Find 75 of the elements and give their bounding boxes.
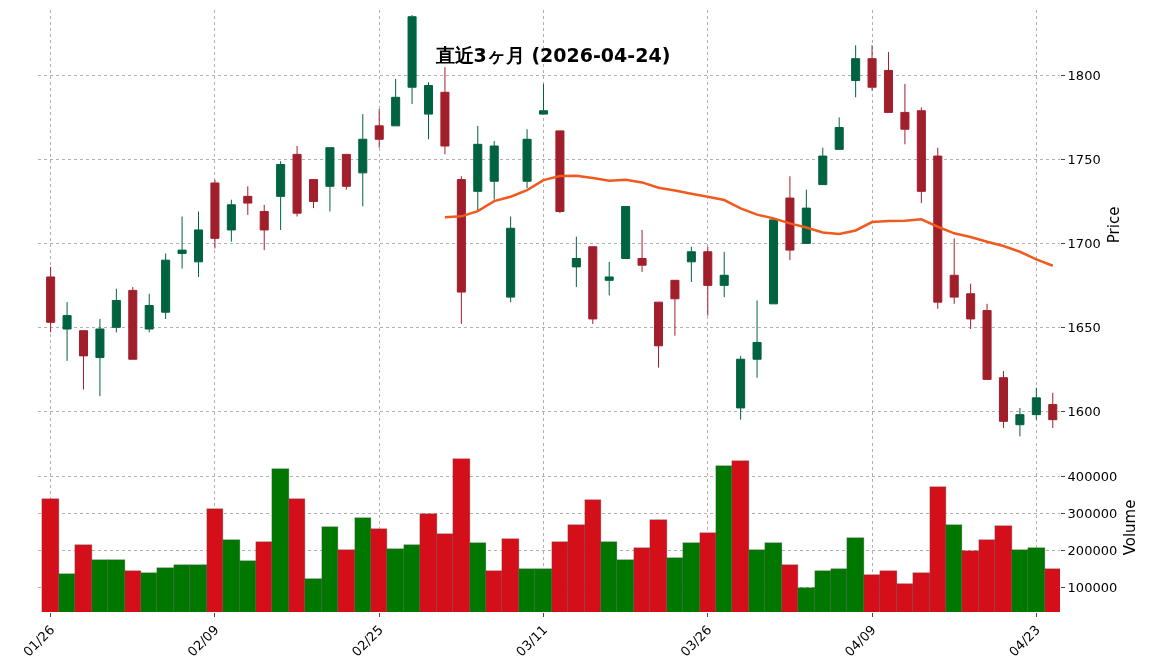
candlestick [719, 251, 729, 298]
candlestick [193, 210, 204, 278]
y-tick-label: 1750 [1067, 151, 1101, 167]
candlestick [407, 14, 417, 105]
candlestick [768, 219, 779, 305]
candlestick [538, 83, 549, 115]
candlestick [308, 179, 319, 209]
candlestick [571, 236, 581, 288]
candlestick [522, 128, 532, 189]
candlestick [801, 189, 811, 244]
candlestick [358, 113, 368, 207]
candlestick [440, 66, 450, 155]
candlestick [46, 266, 56, 333]
candlestick [423, 81, 434, 140]
candlestick [785, 175, 795, 261]
candlestick [161, 252, 171, 320]
candlestick [456, 175, 466, 325]
candlestick [128, 286, 138, 360]
candlestick [752, 299, 762, 379]
candlestick [883, 51, 894, 113]
candlestick [259, 204, 269, 251]
y-tick-label: 1700 [1067, 235, 1101, 251]
candlestick [391, 78, 401, 127]
candlestick [637, 229, 647, 273]
candlestick [966, 283, 976, 330]
candlestick [177, 216, 187, 270]
candlestick [851, 44, 861, 98]
candlestick [982, 303, 992, 380]
candlestick [226, 199, 236, 243]
candlestick [653, 301, 664, 369]
y-tick-label: 1800 [1067, 68, 1101, 84]
candlestick [1031, 387, 1041, 421]
y-axis-title: Price [1104, 206, 1123, 244]
candlestick [276, 160, 286, 231]
candlestick [325, 147, 335, 212]
y-tick-label: 400000 [1067, 468, 1118, 484]
candlestick [1015, 407, 1025, 437]
candlestick [95, 318, 105, 397]
candlestick [489, 140, 499, 201]
candlestick [243, 185, 253, 216]
y-tick-label: 300000 [1067, 506, 1118, 522]
candlestick [144, 293, 154, 333]
candlestick [111, 288, 121, 333]
line-series [443, 174, 1055, 267]
candlestick [900, 83, 910, 145]
candlestick [62, 301, 72, 362]
candlestick [670, 279, 680, 337]
y-tick-label: 200000 [1067, 543, 1118, 559]
candlestick [78, 330, 89, 390]
candlestick [588, 246, 598, 325]
candlestick [998, 370, 1009, 429]
y-axis-title: Volume [1121, 499, 1140, 556]
candlestick [604, 261, 614, 296]
candlestick [210, 179, 220, 249]
candlestick [949, 237, 959, 305]
y-tick-label: 1650 [1067, 319, 1101, 335]
candlestick [1048, 392, 1058, 429]
candlestick [916, 106, 926, 204]
candlestick [292, 145, 302, 218]
candlestick [506, 216, 516, 303]
y-tick-label: 100000 [1067, 580, 1118, 596]
candlestick [686, 246, 696, 283]
text: 直近3ヶ月 (2026-04-24) [434, 43, 671, 66]
candlestick [341, 153, 351, 191]
candlestick [818, 147, 828, 186]
candlestick [867, 44, 877, 92]
candlestick [555, 130, 565, 214]
candlestick [374, 108, 384, 149]
candlestick [834, 116, 844, 150]
candlestick [933, 147, 943, 310]
candlestick [473, 125, 483, 212]
candlestick [703, 246, 713, 317]
y-tick-label: 1600 [1067, 403, 1101, 419]
candlestick [621, 205, 631, 259]
candlestick [736, 355, 746, 421]
